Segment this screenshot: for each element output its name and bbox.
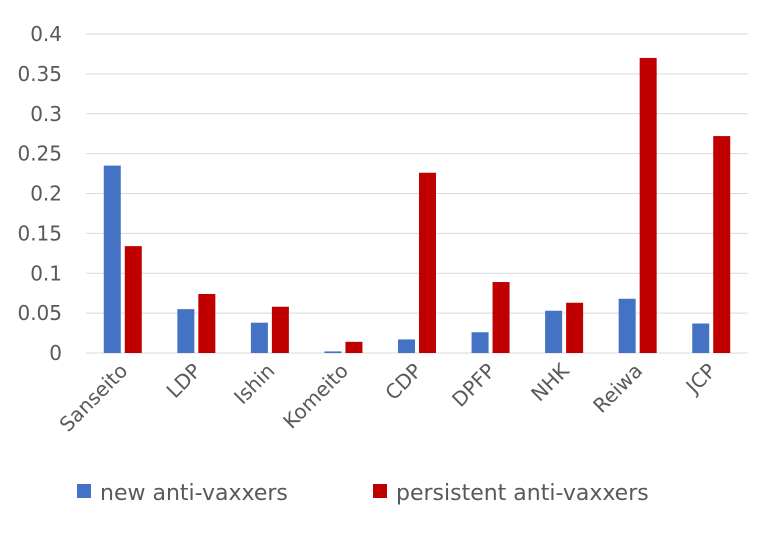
bar-persistent-nhk	[566, 302, 584, 353]
x-category-label: Komeito	[278, 359, 353, 434]
legend-swatch	[373, 484, 387, 498]
bar-new-nhk	[545, 310, 563, 353]
legend-label: new anti-vaxxers	[100, 481, 288, 506]
y-tick-label: 0.05	[17, 301, 62, 325]
x-category-label: Ishin	[229, 359, 279, 409]
x-category-label: Sanseito	[55, 359, 133, 437]
bar-new-ldp	[177, 309, 195, 353]
y-tick-label: 0.35	[17, 62, 62, 86]
bar-persistent-dpfp	[492, 282, 510, 353]
bar-new-ishin	[250, 322, 268, 353]
gridlines	[86, 33, 748, 354]
x-category-label: CDP	[380, 359, 426, 405]
bar-persistent-reiwa	[639, 57, 657, 354]
bar-persistent-sanseito	[124, 246, 142, 353]
bar-persistent-ldp	[198, 293, 216, 353]
y-tick-label: 0.4	[30, 22, 62, 46]
x-category-label: JCP	[680, 359, 721, 400]
y-tick-label: 0.2	[30, 182, 62, 206]
x-category-label: LDP	[162, 359, 206, 403]
bar-persistent-jcp	[713, 136, 731, 353]
bar-persistent-ishin	[271, 306, 289, 353]
x-category-label: NHK	[526, 358, 574, 406]
bar-new-cdp	[398, 339, 415, 353]
bar-new-sanseito	[103, 165, 121, 353]
bar-new-komeito	[324, 351, 342, 353]
bar-series	[103, 57, 731, 354]
legend-label: persistent anti-vaxxers	[396, 481, 649, 506]
bar-persistent-cdp	[419, 172, 436, 353]
bar-new-jcp	[692, 323, 710, 353]
bar-new-reiwa	[618, 298, 636, 353]
y-tick-label: 0.3	[30, 102, 62, 126]
y-tick-label: 0.25	[17, 142, 62, 166]
x-category-label: DPFP	[447, 359, 500, 412]
y-axis-ticks: 0 0.05 0.1 0.15 0.2 0.25 0.3 0.35 0.4	[17, 22, 62, 365]
y-tick-label: 0	[49, 341, 62, 365]
y-tick-label: 0.15	[17, 221, 62, 245]
y-tick-label: 0.1	[30, 261, 62, 285]
legend: new anti-vaxxers persistent anti-vaxxers	[77, 481, 649, 506]
legend-swatch	[77, 484, 91, 498]
bar-persistent-komeito	[345, 341, 363, 353]
bar-new-dpfp	[471, 332, 489, 353]
x-category-label: Reiwa	[588, 359, 647, 418]
